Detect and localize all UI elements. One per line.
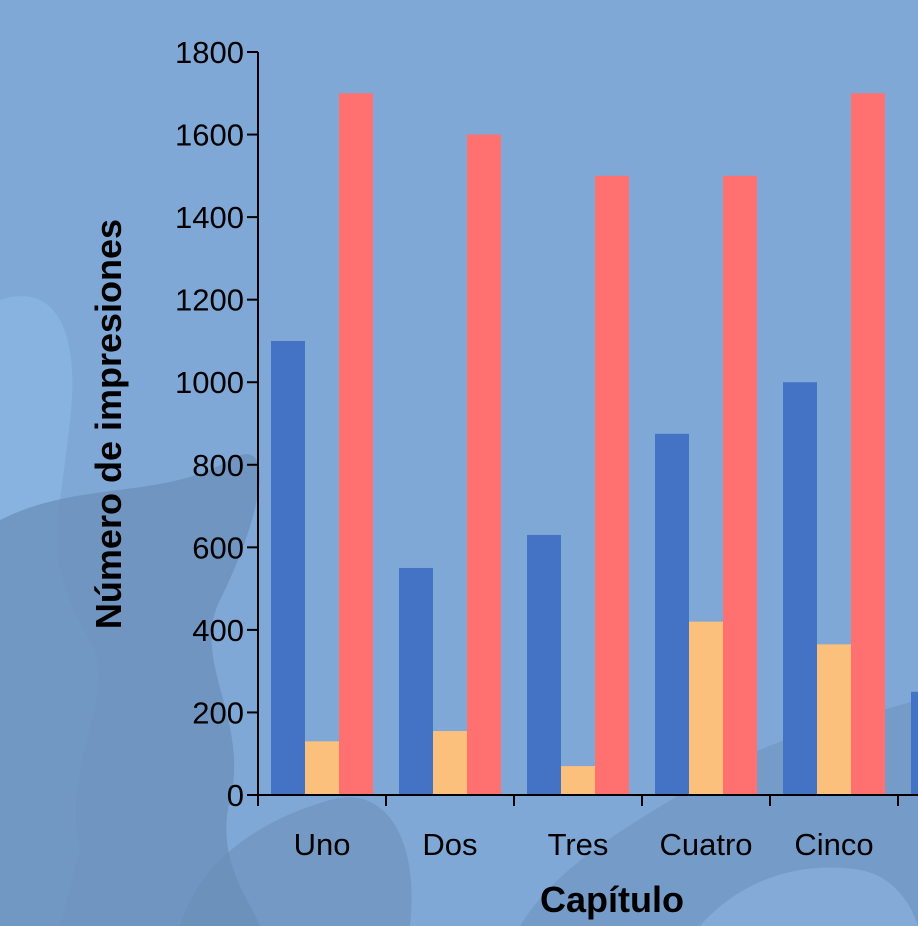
y-tick-label: 1400 bbox=[175, 200, 244, 235]
bar-cinco-series-3 bbox=[851, 93, 885, 796]
x-tick-label-cinco: Cinco bbox=[794, 827, 873, 862]
bar-dos-series-3 bbox=[467, 134, 501, 796]
axes-group bbox=[257, 52, 918, 796]
bar-uno-series-2 bbox=[305, 741, 339, 795]
x-tick-label-dos: Dos bbox=[422, 827, 477, 862]
bar-tres-series-3 bbox=[595, 175, 629, 796]
y-tick-label: 200 bbox=[192, 695, 244, 730]
bars-group bbox=[271, 93, 918, 796]
bar-dos-series-1 bbox=[399, 567, 433, 795]
bar-dos-series-2 bbox=[433, 731, 467, 795]
y-tick-label: 600 bbox=[192, 530, 244, 565]
x-tick-label-uno: Uno bbox=[294, 827, 351, 862]
bar-tres-series-1 bbox=[527, 534, 561, 795]
y-tick-label: 1200 bbox=[175, 283, 244, 318]
bar-cuatro-series-1 bbox=[655, 433, 689, 795]
y-axis-title: Número de impresiones bbox=[88, 219, 129, 629]
bar-unlabeled-series-1 bbox=[911, 691, 918, 795]
y-tick-label: 800 bbox=[192, 448, 244, 483]
y-tick-label: 1800 bbox=[175, 35, 244, 70]
y-ticks-group: 0 200 400 600 800 1000 1200 1400 1600 1800 bbox=[175, 35, 258, 813]
y-tick-label: 0 bbox=[227, 778, 244, 813]
bar-tres-series-2 bbox=[561, 766, 595, 795]
x-tick-label-tres: Tres bbox=[548, 827, 609, 862]
bar-cinco-series-2 bbox=[817, 644, 851, 795]
y-tick-label: 1600 bbox=[175, 118, 244, 153]
x-ticks-group: Uno Dos Tres Cuatro Cinco bbox=[257, 795, 899, 862]
bar-cinco-series-1 bbox=[783, 382, 817, 795]
x-tick-label-cuatro: Cuatro bbox=[659, 827, 752, 862]
bar-uno-series-1 bbox=[271, 340, 305, 795]
bar-cuatro-series-2 bbox=[689, 621, 723, 795]
y-tick-label: 1000 bbox=[175, 365, 244, 400]
x-axis-title: Capítulo bbox=[540, 879, 684, 920]
y-tick-label: 400 bbox=[192, 613, 244, 648]
bar-uno-series-3 bbox=[339, 93, 373, 796]
bar-cuatro-series-3 bbox=[723, 175, 757, 796]
